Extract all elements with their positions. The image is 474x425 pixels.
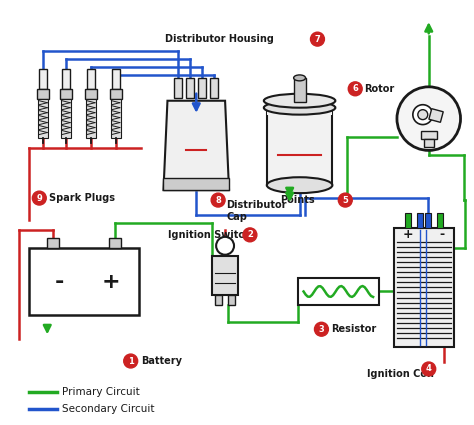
Bar (62, 69, 70, 89)
Text: 3: 3 (319, 325, 324, 334)
Circle shape (422, 362, 436, 376)
Bar (61, 99, 71, 139)
Bar (186, 78, 194, 98)
Text: 8: 8 (215, 196, 221, 204)
Bar (39, 69, 47, 89)
Bar (424, 139, 434, 147)
Text: +: + (402, 228, 413, 241)
Bar (60, 89, 72, 99)
Bar (210, 78, 218, 98)
Bar (198, 78, 206, 98)
Bar (47, 238, 59, 248)
Ellipse shape (264, 94, 335, 108)
Bar (405, 213, 411, 228)
Bar (29, 248, 139, 315)
Text: Spark Plugs: Spark Plugs (49, 193, 115, 203)
Bar (85, 89, 97, 99)
Text: 7: 7 (315, 35, 320, 44)
Bar (293, 78, 306, 102)
Bar (215, 295, 222, 306)
Text: Battery: Battery (141, 356, 182, 366)
Bar (212, 256, 238, 295)
Circle shape (314, 322, 328, 336)
Bar (110, 89, 122, 99)
Circle shape (348, 82, 362, 96)
Text: Resistor: Resistor (331, 324, 377, 334)
Text: Rotor: Rotor (364, 84, 394, 94)
Circle shape (338, 193, 352, 207)
Bar (174, 78, 182, 98)
Bar (298, 278, 379, 306)
Bar (417, 213, 423, 228)
Text: 6: 6 (352, 84, 358, 94)
Bar (109, 238, 121, 248)
Circle shape (124, 354, 137, 368)
Text: Distributor
Cap: Distributor Cap (226, 200, 287, 222)
Text: +: + (101, 272, 120, 292)
Bar (228, 295, 235, 306)
Bar (112, 69, 120, 89)
Bar (425, 213, 431, 228)
Text: Ignition Switch: Ignition Switch (168, 230, 252, 240)
Bar (429, 109, 443, 122)
Circle shape (413, 105, 433, 125)
Bar (87, 69, 95, 89)
Bar (437, 213, 443, 228)
Bar (164, 178, 229, 190)
Bar (38, 99, 48, 139)
Bar (86, 99, 96, 139)
Bar (394, 228, 454, 347)
Circle shape (211, 193, 225, 207)
Text: Points: Points (280, 195, 314, 205)
Ellipse shape (267, 177, 332, 193)
Text: 1: 1 (128, 357, 134, 366)
Text: Primary Circuit: Primary Circuit (62, 387, 140, 397)
Circle shape (32, 191, 46, 205)
Bar (267, 101, 332, 115)
Text: 2: 2 (247, 230, 253, 239)
Bar (37, 89, 49, 99)
Text: 9: 9 (36, 194, 42, 203)
Ellipse shape (293, 75, 306, 81)
Circle shape (216, 237, 234, 255)
Text: Ignition Coil: Ignition Coil (367, 369, 434, 379)
Text: 4: 4 (426, 365, 432, 374)
Bar (267, 106, 332, 185)
Circle shape (243, 228, 257, 242)
Circle shape (310, 32, 324, 46)
Text: -: - (55, 272, 64, 292)
Text: -: - (439, 228, 444, 241)
Circle shape (418, 110, 428, 119)
Text: 5: 5 (342, 196, 348, 204)
Bar (421, 130, 437, 139)
Text: Distributor Housing: Distributor Housing (165, 34, 274, 44)
Polygon shape (164, 101, 229, 190)
Bar (111, 99, 121, 139)
Ellipse shape (264, 101, 335, 115)
Text: Secondary Circuit: Secondary Circuit (62, 404, 155, 414)
Circle shape (397, 87, 461, 150)
